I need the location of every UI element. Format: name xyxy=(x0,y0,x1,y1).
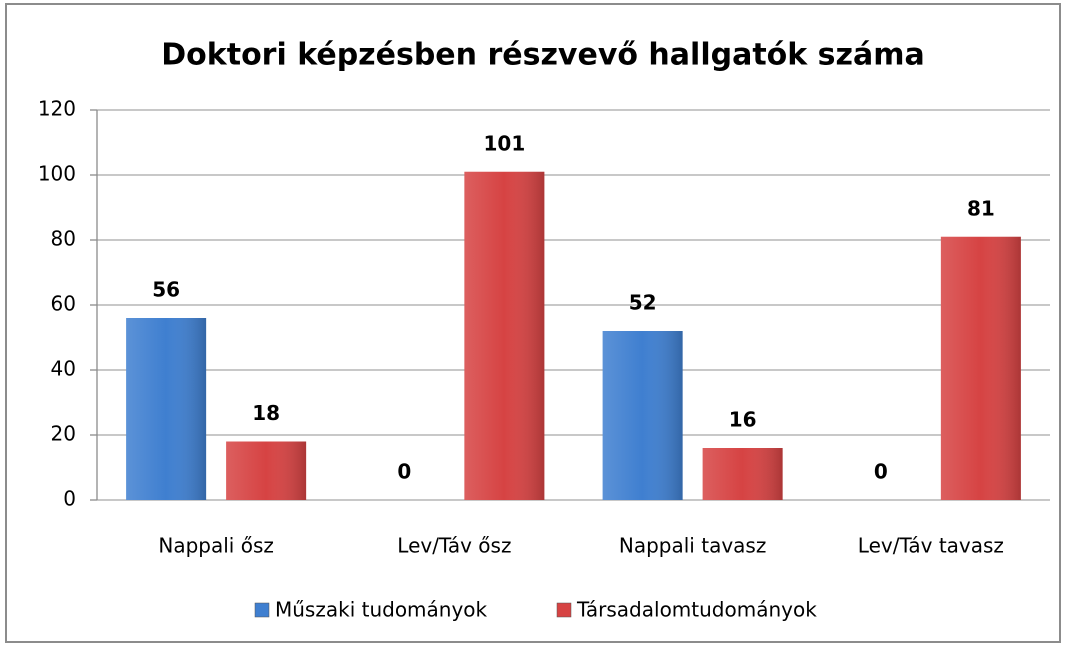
data-label: 0 xyxy=(874,460,888,484)
data-label: 101 xyxy=(484,131,526,155)
data-label: 16 xyxy=(729,408,757,432)
y-tick-label: 20 xyxy=(51,422,76,446)
y-tick-label: 0 xyxy=(63,487,76,511)
legend-label: Társadalomtudományok xyxy=(576,598,817,622)
legend-swatch xyxy=(556,602,572,618)
bar-shade xyxy=(464,171,545,500)
legend-label: Műszaki tudományok xyxy=(275,598,488,622)
y-tick-label: 40 xyxy=(51,357,76,381)
x-tick-label: Nappali ősz xyxy=(158,534,274,558)
bar-shade xyxy=(226,441,307,500)
bar-shade xyxy=(702,448,783,500)
chart-title: Doktori képzésben részvevő hallgatók szá… xyxy=(161,38,924,73)
bar-shade xyxy=(126,318,207,500)
y-tick-label: 60 xyxy=(51,292,76,316)
data-label: 81 xyxy=(967,196,995,220)
y-tick-label: 120 xyxy=(38,97,76,121)
x-tick-label: Lev/Táv tavasz xyxy=(858,534,1004,558)
data-label: 18 xyxy=(252,401,280,425)
x-tick-label: Lev/Táv ősz xyxy=(397,534,511,558)
data-label: 56 xyxy=(152,278,180,302)
y-tick-label: 100 xyxy=(38,162,76,186)
data-label: 0 xyxy=(397,460,411,484)
legend-swatch xyxy=(254,602,270,618)
y-tick-label: 80 xyxy=(51,227,76,251)
x-tick-label: Nappali tavasz xyxy=(619,534,766,558)
bar-shade xyxy=(602,331,683,500)
data-label: 52 xyxy=(629,291,657,315)
bar-shade xyxy=(940,236,1021,500)
